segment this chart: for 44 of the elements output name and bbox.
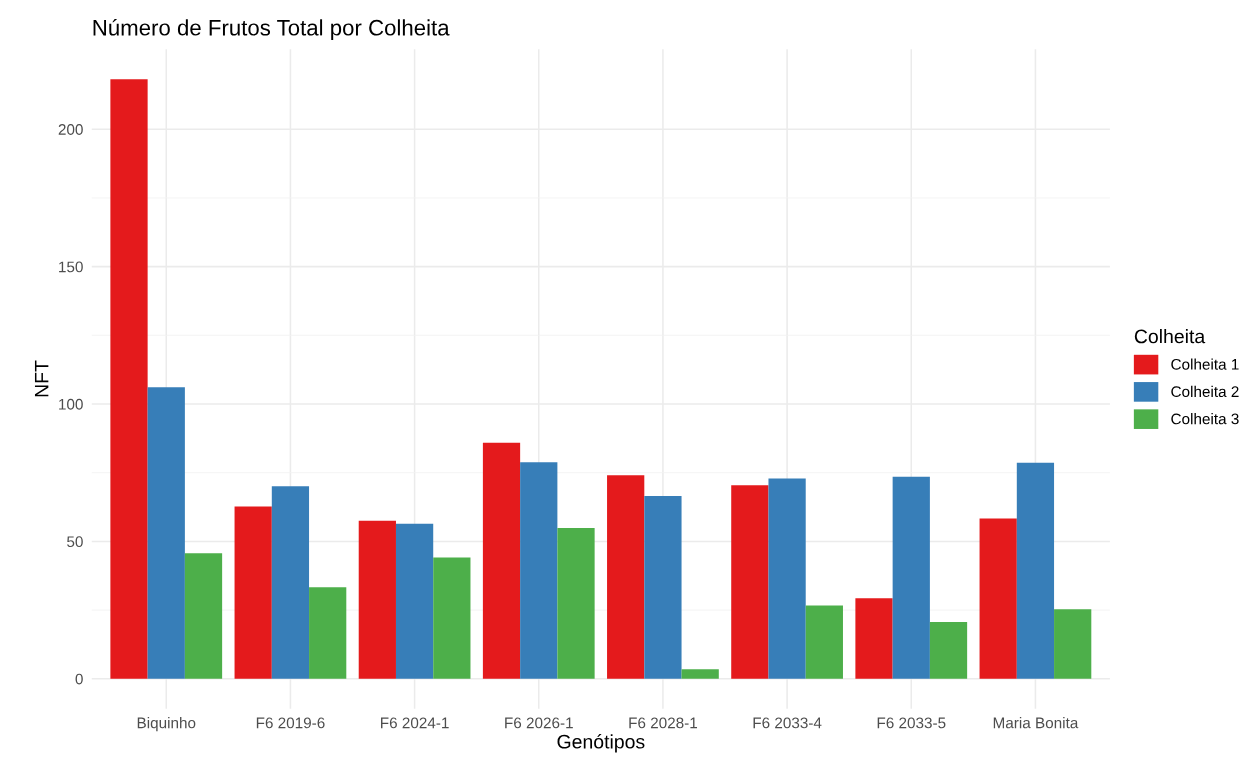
- x-tick-label: F6 2026-1: [505, 717, 573, 729]
- legend-label: Colheita 3: [1171, 413, 1239, 425]
- legend-label: Colheita 1: [1171, 358, 1239, 370]
- bar: [805, 605, 843, 679]
- x-tick-label: Maria Bonita: [993, 717, 1079, 729]
- chart-title: Número de Frutos Total por Colheita: [93, 19, 450, 40]
- bar: [1054, 609, 1092, 679]
- bar: [681, 669, 719, 679]
- bar: [309, 587, 347, 679]
- bar: [110, 79, 148, 679]
- x-tick-label: F6 2033-5: [877, 717, 946, 729]
- y-tick-label: 50: [67, 536, 83, 548]
- y-tick-label: 0: [75, 673, 83, 685]
- bar: [520, 462, 558, 679]
- x-tick-label: F6 2028-1: [629, 717, 698, 729]
- bar: [147, 387, 185, 679]
- x-tick-label: F6 2033-4: [753, 717, 822, 729]
- legend-title: Colheita: [1134, 329, 1206, 344]
- bar: [234, 506, 272, 679]
- bar: [892, 476, 930, 679]
- bar: [731, 485, 769, 679]
- bar: [607, 475, 645, 679]
- bar: [557, 527, 595, 679]
- y-tick-label: 150: [59, 261, 83, 273]
- bar: [482, 442, 521, 679]
- legend-label: Colheita 2: [1171, 385, 1239, 398]
- bar: [768, 478, 806, 679]
- bar: [433, 557, 471, 679]
- y-tick-label: 100: [59, 398, 83, 410]
- bar: [1016, 462, 1055, 679]
- bar: [271, 486, 310, 679]
- y-tick-label: 200: [58, 124, 83, 135]
- x-tick-label: Biquinho: [137, 717, 196, 732]
- x-axis-title: Genótipos: [557, 734, 645, 753]
- bar: [358, 520, 396, 679]
- bar: [395, 523, 434, 679]
- x-tick-label: F6 2024-1: [381, 717, 449, 729]
- bar: [644, 496, 682, 679]
- bar: [929, 621, 968, 679]
- y-axis-title: NFT: [34, 360, 49, 397]
- bar: [184, 553, 223, 679]
- bar: [855, 598, 893, 679]
- x-tick-label: F6 2019-6: [256, 717, 325, 729]
- bar: [979, 518, 1017, 679]
